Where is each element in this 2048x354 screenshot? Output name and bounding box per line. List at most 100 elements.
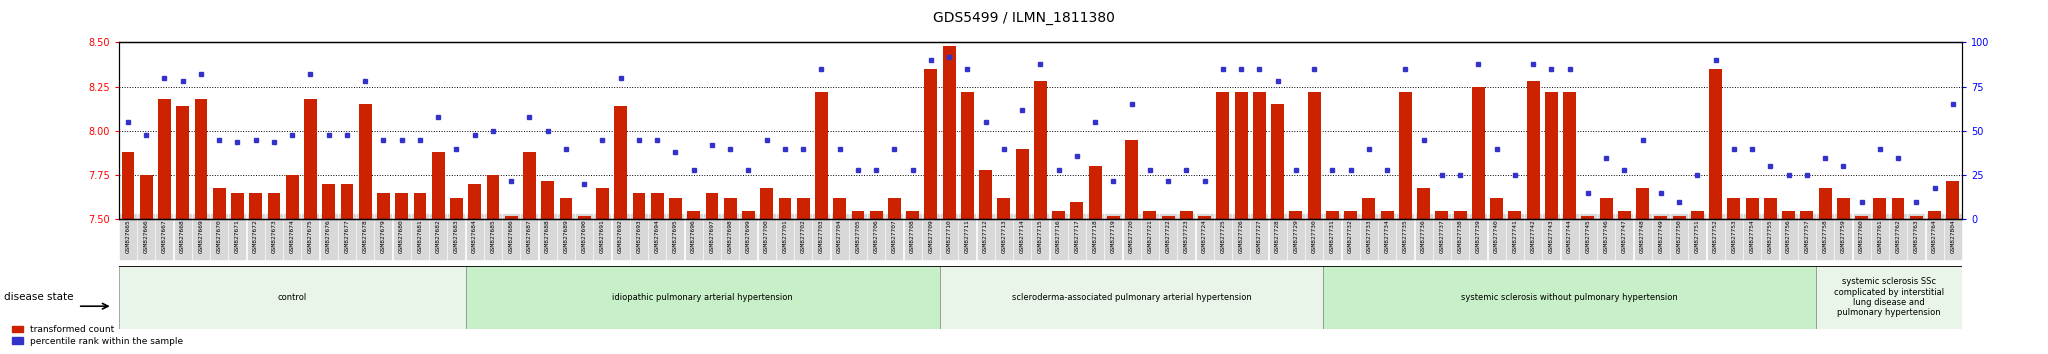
Bar xyxy=(559,198,571,219)
Bar xyxy=(852,211,864,219)
Bar xyxy=(596,188,608,219)
Bar xyxy=(1071,202,1083,219)
Bar xyxy=(1198,216,1210,219)
Bar xyxy=(1817,266,1962,329)
Bar xyxy=(723,198,737,219)
Bar xyxy=(541,181,555,219)
Bar xyxy=(1491,198,1503,219)
Bar xyxy=(432,152,444,219)
Bar xyxy=(1892,198,1905,219)
Text: systemic sclerosis SSc
complicated by interstitial
lung disease and
pulmonary hy: systemic sclerosis SSc complicated by in… xyxy=(1833,277,1944,318)
Bar xyxy=(250,193,262,219)
Bar xyxy=(705,193,719,219)
Bar xyxy=(1362,198,1376,219)
Bar xyxy=(395,193,408,219)
Bar xyxy=(1417,188,1430,219)
Bar xyxy=(670,198,682,219)
Bar xyxy=(979,170,991,219)
Bar xyxy=(834,198,846,219)
Bar xyxy=(924,69,938,219)
Bar xyxy=(1599,198,1612,219)
Bar xyxy=(1855,216,1868,219)
Bar xyxy=(778,198,791,219)
Bar xyxy=(1053,211,1065,219)
Bar xyxy=(1161,216,1174,219)
Bar xyxy=(176,106,188,219)
Bar xyxy=(1272,104,1284,219)
Bar xyxy=(119,266,465,329)
Bar xyxy=(1217,92,1229,219)
Bar xyxy=(1782,211,1794,219)
Bar xyxy=(1290,211,1303,219)
Bar xyxy=(268,193,281,219)
Bar xyxy=(1436,211,1448,219)
Text: control: control xyxy=(279,293,307,302)
Text: disease state: disease state xyxy=(4,292,74,302)
Bar xyxy=(195,99,207,219)
Bar xyxy=(1636,188,1649,219)
Bar xyxy=(213,188,225,219)
Bar xyxy=(322,184,336,219)
Bar xyxy=(760,188,772,219)
Bar xyxy=(1380,211,1393,219)
Bar xyxy=(1929,211,1942,219)
Bar xyxy=(1874,198,1886,219)
Bar xyxy=(1800,211,1812,219)
Bar xyxy=(1309,92,1321,219)
Bar xyxy=(1323,266,1817,329)
Bar xyxy=(1763,198,1778,219)
Text: scleroderma-associated pulmonary arterial hypertension: scleroderma-associated pulmonary arteria… xyxy=(1012,293,1251,302)
Bar xyxy=(414,193,426,219)
Bar xyxy=(1235,92,1247,219)
Bar xyxy=(1673,216,1686,219)
Bar xyxy=(633,193,645,219)
Bar xyxy=(1745,198,1759,219)
Bar xyxy=(870,211,883,219)
Bar xyxy=(358,104,371,219)
Bar xyxy=(1399,92,1411,219)
Bar xyxy=(1325,211,1339,219)
Bar xyxy=(303,99,317,219)
Bar xyxy=(377,193,389,219)
Bar xyxy=(907,211,920,219)
Bar xyxy=(1509,211,1522,219)
Bar xyxy=(121,152,135,219)
Text: systemic sclerosis without pulmonary hypertension: systemic sclerosis without pulmonary hyp… xyxy=(1460,293,1677,302)
Bar xyxy=(1473,87,1485,219)
Legend: transformed count, percentile rank within the sample: transformed count, percentile rank withi… xyxy=(8,321,186,349)
Bar xyxy=(1563,92,1577,219)
Bar xyxy=(1253,92,1266,219)
Bar xyxy=(1946,181,1960,219)
Bar xyxy=(940,266,1323,329)
Bar xyxy=(741,211,756,219)
Bar xyxy=(1143,211,1157,219)
Bar xyxy=(942,46,956,219)
Bar xyxy=(139,175,152,219)
Bar xyxy=(1819,188,1831,219)
Text: idiopathic pulmonary arterial hypertension: idiopathic pulmonary arterial hypertensi… xyxy=(612,293,793,302)
Bar xyxy=(688,211,700,219)
Bar xyxy=(1454,211,1466,219)
Bar xyxy=(1655,216,1667,219)
Bar xyxy=(1692,211,1704,219)
Bar xyxy=(1911,216,1923,219)
Bar xyxy=(451,198,463,219)
Bar xyxy=(158,99,170,219)
Bar xyxy=(469,184,481,219)
Bar xyxy=(1180,211,1192,219)
Bar xyxy=(997,198,1010,219)
Bar xyxy=(1016,149,1028,219)
Bar xyxy=(287,175,299,219)
Bar xyxy=(1108,216,1120,219)
Bar xyxy=(797,198,809,219)
Bar xyxy=(578,216,590,219)
Text: GDS5499 / ILMN_1811380: GDS5499 / ILMN_1811380 xyxy=(934,11,1114,25)
Bar xyxy=(651,193,664,219)
Bar xyxy=(522,152,537,219)
Bar xyxy=(1090,166,1102,219)
Bar xyxy=(231,193,244,219)
Bar xyxy=(614,106,627,219)
Bar xyxy=(1837,198,1849,219)
Bar xyxy=(1124,140,1139,219)
Bar xyxy=(1343,211,1358,219)
